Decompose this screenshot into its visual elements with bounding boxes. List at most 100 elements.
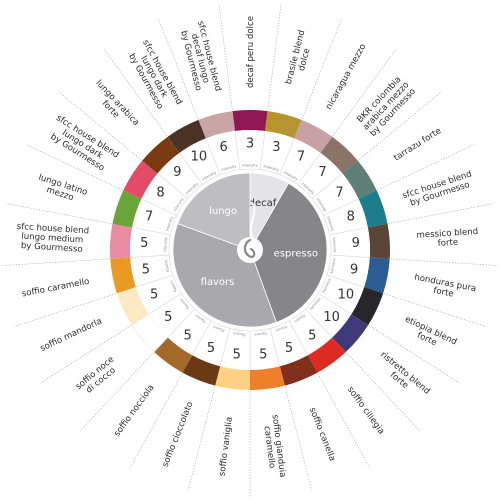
- divider-line: [377, 144, 475, 191]
- color-segment: [332, 314, 369, 353]
- ring-label: flavors: [164, 259, 170, 272]
- product-label: soffio mandorla: [39, 316, 104, 354]
- ring-label: flavors: [275, 324, 288, 332]
- category-label: decaf: [249, 198, 277, 209]
- color-segment: [250, 366, 285, 390]
- divider-line: [40, 325, 132, 384]
- color-segment: [110, 257, 136, 294]
- divider-line: [332, 49, 397, 137]
- ring-label: intensity: [163, 236, 168, 253]
- color-segment: [279, 355, 318, 386]
- intensity-number: 10: [338, 288, 355, 303]
- divider-line: [358, 91, 442, 161]
- intensity-number: 5: [140, 236, 148, 251]
- category-label: espresso: [274, 249, 318, 260]
- divider-line: [317, 373, 370, 468]
- color-segment: [307, 337, 346, 373]
- color-segment: [215, 366, 250, 390]
- divider-line: [103, 49, 168, 137]
- product-label: brasile blenddolce: [284, 29, 317, 88]
- intensity-number: 5: [150, 288, 158, 303]
- ring-label: intensity: [321, 278, 332, 295]
- intensity-number: 5: [184, 328, 192, 343]
- ring-separator: [318, 293, 352, 315]
- color-segment: [154, 337, 193, 373]
- ring-label: intensity: [221, 164, 238, 172]
- product-label-line: soffio cioccolato: [161, 400, 196, 468]
- ring-separator: [205, 138, 221, 175]
- intensity-number: 9: [352, 236, 360, 251]
- divider-line: [384, 293, 486, 327]
- divider-line: [267, 3, 282, 111]
- category-espresso: [249, 182, 328, 323]
- ring-separator: [323, 198, 359, 216]
- intensity-number: 5: [142, 262, 150, 277]
- product-label: soffio nocciola: [112, 383, 156, 439]
- color-segment: [110, 223, 133, 259]
- ring-separator: [288, 320, 309, 356]
- intensity-number: 5: [207, 341, 215, 356]
- intensity-number: 10: [323, 310, 340, 325]
- divider-lines: [2, 3, 498, 498]
- product-label-line: lungo medium: [21, 232, 84, 246]
- color-segment: [123, 160, 158, 199]
- product-label-line: sfcc house blend: [16, 222, 89, 237]
- product-label-line: soffio ciliegia: [345, 385, 386, 436]
- divider-line: [388, 203, 494, 224]
- ring-separator: [279, 138, 295, 175]
- divider-line: [368, 325, 460, 384]
- product-label: soffio caramello: [21, 277, 90, 300]
- color-segment: [364, 257, 390, 294]
- product-label-line: soffio caramello: [21, 277, 90, 300]
- product-label: soffio vaniglia: [217, 416, 234, 477]
- product-label-line: soffio nocciola: [112, 383, 156, 439]
- ring-separator: [179, 152, 203, 185]
- ring-label: intensity: [326, 216, 335, 233]
- intensity-number: 6: [219, 140, 227, 155]
- ring-label: flavors: [254, 331, 267, 337]
- ring-label: intensity: [165, 215, 174, 232]
- color-segment: [342, 160, 377, 199]
- product-label: ristretto blendforte: [372, 350, 431, 404]
- product-label-line: soffio mandorla: [39, 316, 104, 354]
- product-label-line: ristretto blend: [378, 350, 432, 397]
- ring-separator: [157, 173, 188, 199]
- color-segment: [182, 355, 221, 386]
- divider-line: [158, 19, 199, 120]
- product-label: soffio gianduiacaramello: [260, 414, 287, 479]
- color-segment: [367, 223, 391, 259]
- ring-separator: [219, 328, 231, 367]
- ring-label: intensity: [332, 237, 337, 254]
- product-label: sfcc house blenddecaf lungoby Gourmesso: [177, 20, 223, 97]
- product-label: soffio cioccolato: [161, 400, 196, 468]
- ring-label: flavors: [194, 313, 206, 323]
- ring-label: intensity: [242, 164, 258, 168]
- ring-separator: [234, 130, 241, 170]
- ring-separator: [141, 198, 177, 216]
- divider-line: [218, 3, 233, 111]
- ring-separator: [259, 130, 266, 170]
- category-lungo: [177, 172, 251, 251]
- divider-line: [58, 91, 142, 161]
- color-segment: [232, 110, 268, 131]
- intensity-number: 7: [145, 210, 153, 225]
- product-label: soffio canella: [307, 406, 337, 463]
- product-label: honduras puraforte: [412, 273, 477, 304]
- divider-line: [390, 258, 498, 266]
- product-label: soffio nocedi cocco: [74, 355, 122, 400]
- product-label-line: lungo arabica: [93, 78, 140, 128]
- ring-label: flavors: [212, 324, 225, 332]
- intensity-number: 8: [156, 186, 164, 201]
- color-ring: [110, 110, 391, 390]
- product-label-line: soffio vaniglia: [217, 416, 234, 477]
- ring-label: intensity: [283, 170, 299, 181]
- product-label: sfcc house blendlungo darkby Gourmesso: [124, 38, 184, 115]
- divider-line: [6, 203, 112, 224]
- intensity-number: 9: [173, 165, 181, 180]
- color-segment: [112, 190, 142, 228]
- intensity-number: 3: [246, 137, 254, 152]
- product-label-line: forte: [432, 286, 454, 300]
- category-pie: decaf espresso flavors lungo: [172, 172, 328, 328]
- intensity-number: 8: [347, 210, 355, 225]
